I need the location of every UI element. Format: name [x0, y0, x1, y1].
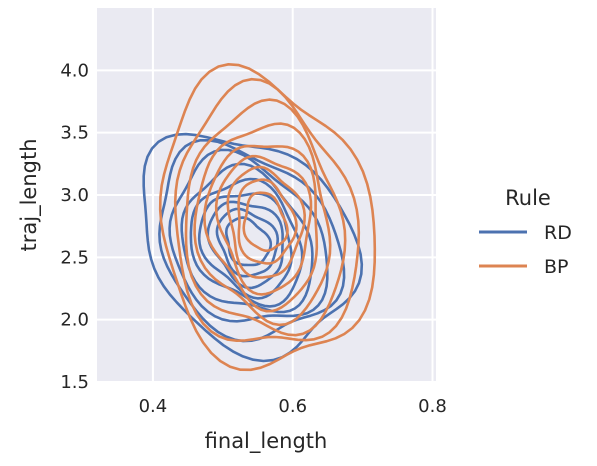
x-axis-label: final_length [205, 429, 328, 454]
x-tick-labels: 0.4 0.6 0.8 [139, 396, 447, 417]
contour-bp [158, 63, 377, 372]
contour-rd [215, 207, 279, 278]
y-tick-labels: 1.5 2.0 2.5 3.0 3.5 4.0 [60, 60, 89, 393]
contour-rd [158, 139, 346, 343]
legend: Rule RD BP [479, 186, 572, 278]
legend-label-bp: BP [544, 256, 569, 278]
y-tick-label: 2.0 [60, 310, 89, 331]
contour-bp [173, 77, 361, 342]
y-tick-label: 3.5 [60, 123, 89, 144]
contour-bp [242, 191, 289, 252]
contour-rd [225, 216, 273, 267]
y-tick-label: 2.5 [60, 247, 89, 268]
contour-rd [189, 177, 304, 308]
x-tick-label: 0.6 [278, 396, 307, 417]
x-tick-label: 0.8 [418, 396, 447, 417]
contour-bp [203, 144, 319, 313]
y-tick-label: 1.5 [60, 372, 89, 393]
contour-rd [206, 200, 284, 290]
contour-bp [237, 178, 298, 265]
contour-bp [184, 98, 347, 337]
y-tick-label: 4.0 [60, 60, 89, 81]
legend-label-rd: RD [544, 222, 572, 244]
x-tick-label: 0.4 [139, 396, 168, 417]
contours [142, 63, 377, 372]
contour-bp [214, 154, 313, 296]
series-bp [158, 63, 377, 372]
contour-bp [193, 122, 332, 327]
y-axis-label: traj_length [17, 138, 42, 251]
contour-rd [168, 148, 329, 323]
legend-title: Rule [505, 186, 551, 210]
y-tick-label: 3.0 [60, 185, 89, 206]
contour-bp [226, 165, 306, 279]
